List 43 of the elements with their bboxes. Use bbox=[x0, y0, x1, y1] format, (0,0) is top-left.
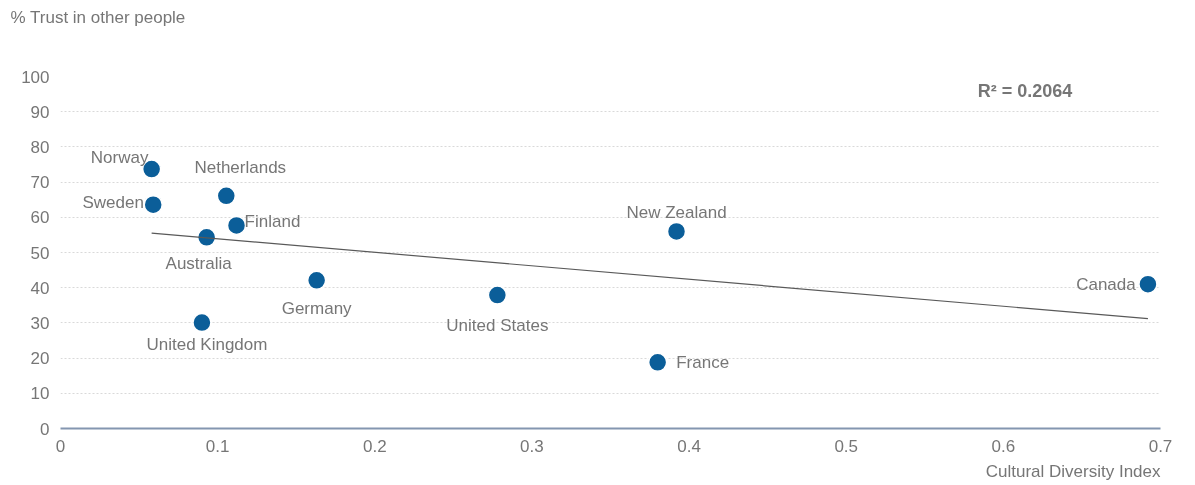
point bbox=[216, 186, 237, 206]
annotation: Germany bbox=[281, 298, 353, 318]
y-tick-label: 80 bbox=[30, 137, 50, 157]
point bbox=[306, 270, 327, 291]
point bbox=[647, 352, 668, 373]
y-tick-label: 10 bbox=[30, 384, 50, 404]
y-tick-label: 90 bbox=[30, 102, 50, 122]
y-tick-label: 0 bbox=[40, 419, 50, 439]
annotation: Australia bbox=[165, 253, 233, 273]
point bbox=[196, 227, 217, 248]
annotation: United Kingdom bbox=[146, 335, 268, 355]
y-tick-label: 50 bbox=[30, 243, 50, 263]
annotation: Netherlands bbox=[194, 158, 287, 178]
annotation: Finland bbox=[244, 211, 301, 231]
point bbox=[192, 312, 212, 333]
point bbox=[487, 285, 508, 305]
y-tick-label: 40 bbox=[30, 278, 50, 298]
annotation: R² = 0.2064 bbox=[977, 80, 1073, 101]
annotation: New Zealand bbox=[626, 202, 727, 222]
point bbox=[1138, 274, 1158, 294]
point bbox=[226, 215, 247, 236]
point bbox=[666, 221, 687, 242]
x-tick-label: 0.7 bbox=[1148, 436, 1173, 456]
annotation: France bbox=[676, 352, 730, 372]
annotation: Canada bbox=[1076, 274, 1137, 294]
x-tick-label: 0.6 bbox=[991, 436, 1016, 456]
annotation: United States bbox=[446, 315, 549, 335]
y-tick-label: 70 bbox=[30, 173, 50, 193]
x-tick-label: 0.1 bbox=[205, 436, 230, 456]
x-tick-label: 0 bbox=[55, 436, 66, 456]
y-tick-label: 100 bbox=[21, 67, 50, 87]
y-axis-title: % Trust in other people bbox=[10, 7, 186, 27]
x-axis-title: Cultural Diversity Index bbox=[985, 461, 1161, 481]
x-tick-label: 0.4 bbox=[677, 436, 701, 456]
x-tick-label: 0.2 bbox=[362, 436, 387, 456]
annotation: Norway bbox=[90, 147, 149, 167]
x-tick-label: 0.3 bbox=[520, 436, 544, 456]
y-tick-label: 60 bbox=[30, 208, 50, 228]
y-tick-label: 30 bbox=[30, 313, 50, 333]
y-tick-label: 20 bbox=[30, 349, 50, 369]
annotation: Sweden bbox=[82, 193, 144, 213]
point bbox=[143, 194, 163, 215]
x-tick-label: 0.5 bbox=[834, 436, 859, 456]
